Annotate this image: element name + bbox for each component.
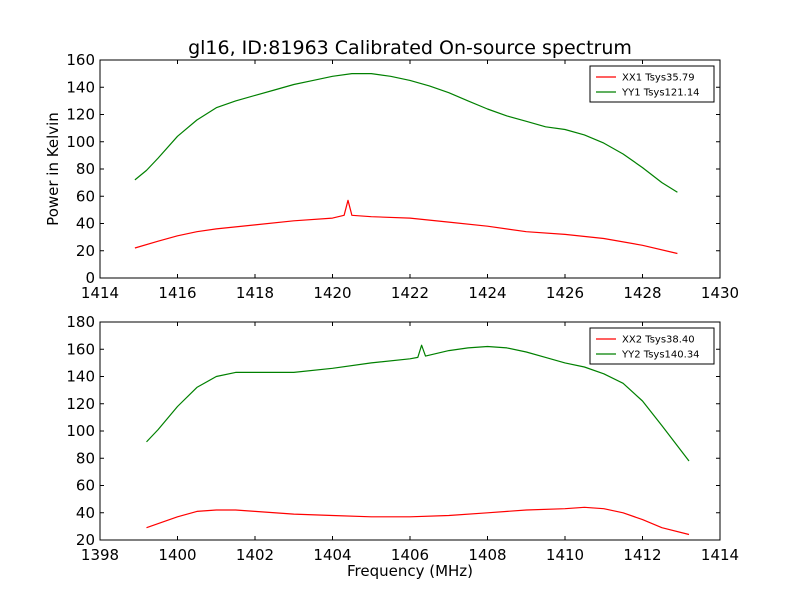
y-tick-label: 0: [85, 269, 95, 287]
y-tick-label: 80: [76, 449, 95, 467]
y-tick-label: 40: [76, 504, 95, 522]
x-tick-label: 1414: [81, 284, 119, 302]
series-line-xx: [146, 506, 690, 536]
y-tick-label: 80: [76, 160, 95, 178]
legend: XX1 Tsys35.79 YY1 Tsys121.14: [589, 65, 715, 103]
y-tick-label: 20: [76, 242, 95, 260]
x-tick-label: 1408: [468, 546, 506, 564]
x-tick-label: 1416: [158, 284, 196, 302]
x-axis-label: Frequency (MHz): [347, 562, 473, 580]
y-tick-label: 140: [66, 78, 95, 96]
series-group: [134, 72, 678, 255]
chart-title: gl16, ID:81963 Calibrated On-source spec…: [188, 37, 632, 59]
x-tick-label: 1424: [468, 284, 506, 302]
top-subplot: 1414 1416 1418 1420 1422 1424 1426 1428 1430 0 20 4…: [44, 51, 739, 302]
legend: XX2 Tsys38.40 YY2 Tsys140.34: [589, 327, 715, 365]
x-tick-label: 1404: [313, 546, 351, 564]
x-tick-label: 1410: [546, 546, 584, 564]
x-tick-label: 1406: [391, 546, 429, 564]
y-tick-label: 100: [66, 422, 95, 440]
x-tick-label: 1400: [158, 546, 196, 564]
legend-box: [589, 327, 715, 365]
x-tick-label: 1414: [701, 546, 739, 564]
y-tick-label: 160: [66, 340, 95, 358]
x-tick-label: 1422: [391, 284, 429, 302]
y-tick-label: 120: [66, 106, 95, 124]
x-tick-label: 1420: [313, 284, 351, 302]
x-tick-label: 1398: [81, 546, 119, 564]
y-tick-label: 60: [76, 477, 95, 495]
x-tick-label: 1428: [623, 284, 661, 302]
series-group: [146, 344, 690, 536]
legend-box: [589, 65, 715, 103]
y-tick-label: 160: [66, 51, 95, 69]
y-tick-label: 20: [76, 531, 95, 549]
legend-label: XX1 Tsys35.79: [622, 73, 695, 84]
x-tick-label: 1402: [236, 546, 274, 564]
x-tick-label: 1418: [236, 284, 274, 302]
x-tick-label: 1426: [546, 284, 584, 302]
y-tick-label: 100: [66, 133, 95, 151]
series-line-yy: [134, 72, 678, 193]
x-tick-label: 1430: [701, 284, 739, 302]
legend-label: XX2 Tsys38.40: [622, 335, 695, 346]
bottom-subplot: 1398 1400 1402 1404 1406 1408 1410 1412 1414 20 40…: [66, 313, 739, 580]
series-line-yy: [146, 344, 690, 462]
legend-label: YY1 Tsys121.14: [621, 88, 700, 99]
legend-label: YY2 Tsys140.34: [621, 350, 700, 361]
x-tick-label: 1412: [623, 546, 661, 564]
y-tick-label: 40: [76, 215, 95, 233]
y-tick-label: 120: [66, 395, 95, 413]
y-tick-label: 140: [66, 368, 95, 386]
series-line-xx: [134, 199, 678, 255]
y-tick-label: 60: [76, 187, 95, 205]
y-tick-label: 180: [66, 313, 95, 331]
y-axis-label: Power in Kelvin: [44, 112, 62, 226]
